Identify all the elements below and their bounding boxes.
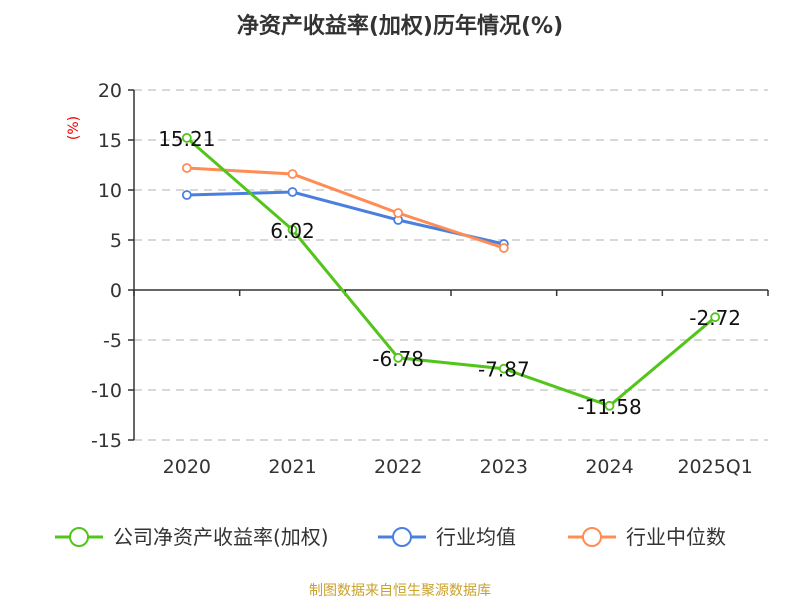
series-line [186, 190, 505, 246]
source-note: 制图数据来自恒生聚源数据库 [309, 583, 491, 599]
data-point[interactable] [181, 190, 192, 200]
legend-marker [582, 527, 602, 547]
chart-title: 净资产收益率(加权)历年情况(%) [237, 13, 563, 39]
legend-item[interactable]: 行业均值 [378, 525, 516, 549]
data-label: 6.02 [270, 219, 315, 243]
x-tick-label: 2022 [374, 456, 422, 478]
data-label: -6.78 [372, 347, 424, 371]
y-axis-unit: (%) [66, 116, 82, 140]
data-label: -2.72 [689, 306, 741, 330]
y-tick-label: -15 [91, 430, 122, 452]
x-tick-label: 2020 [163, 456, 211, 478]
x-tick-label: 2021 [268, 456, 316, 478]
data-point[interactable] [393, 352, 404, 363]
y-tick-label: 15 [98, 130, 122, 152]
data-point[interactable] [498, 363, 509, 374]
data-label: -11.58 [577, 395, 641, 419]
data-point[interactable] [287, 187, 298, 197]
data-point[interactable] [181, 132, 192, 143]
data-point[interactable] [287, 169, 298, 179]
y-tick-label: 5 [110, 230, 122, 252]
data-point[interactable] [287, 224, 298, 235]
data-point[interactable] [393, 208, 404, 218]
legend-label: 行业均值 [436, 525, 516, 549]
y-tick-label: -10 [91, 380, 122, 402]
data-label: 15.21 [158, 127, 215, 151]
y-tick-label: -5 [103, 330, 122, 352]
series-line [185, 136, 717, 408]
legend-marker [69, 527, 89, 547]
data-point[interactable] [604, 400, 615, 411]
y-tick-label: 20 [98, 80, 122, 102]
legend-item[interactable]: 行业中位数 [568, 525, 726, 549]
legend-item[interactable]: 公司净资产收益率(加权) [55, 525, 329, 549]
data-label: -7.87 [478, 358, 530, 382]
x-tick-label: 2025Q1 [677, 456, 752, 478]
data-point[interactable] [181, 163, 192, 173]
x-tick-label: 2024 [585, 456, 633, 478]
legend-label: 行业中位数 [626, 525, 726, 549]
data-point[interactable] [710, 312, 721, 323]
legend-label: 公司净资产收益率(加权) [113, 525, 329, 549]
x-tick-label: 2023 [480, 456, 528, 478]
series-line [186, 166, 505, 250]
data-point[interactable] [498, 243, 509, 253]
legend-marker [392, 527, 412, 547]
y-tick-label: 0 [110, 280, 122, 302]
y-tick-label: 10 [98, 180, 122, 202]
